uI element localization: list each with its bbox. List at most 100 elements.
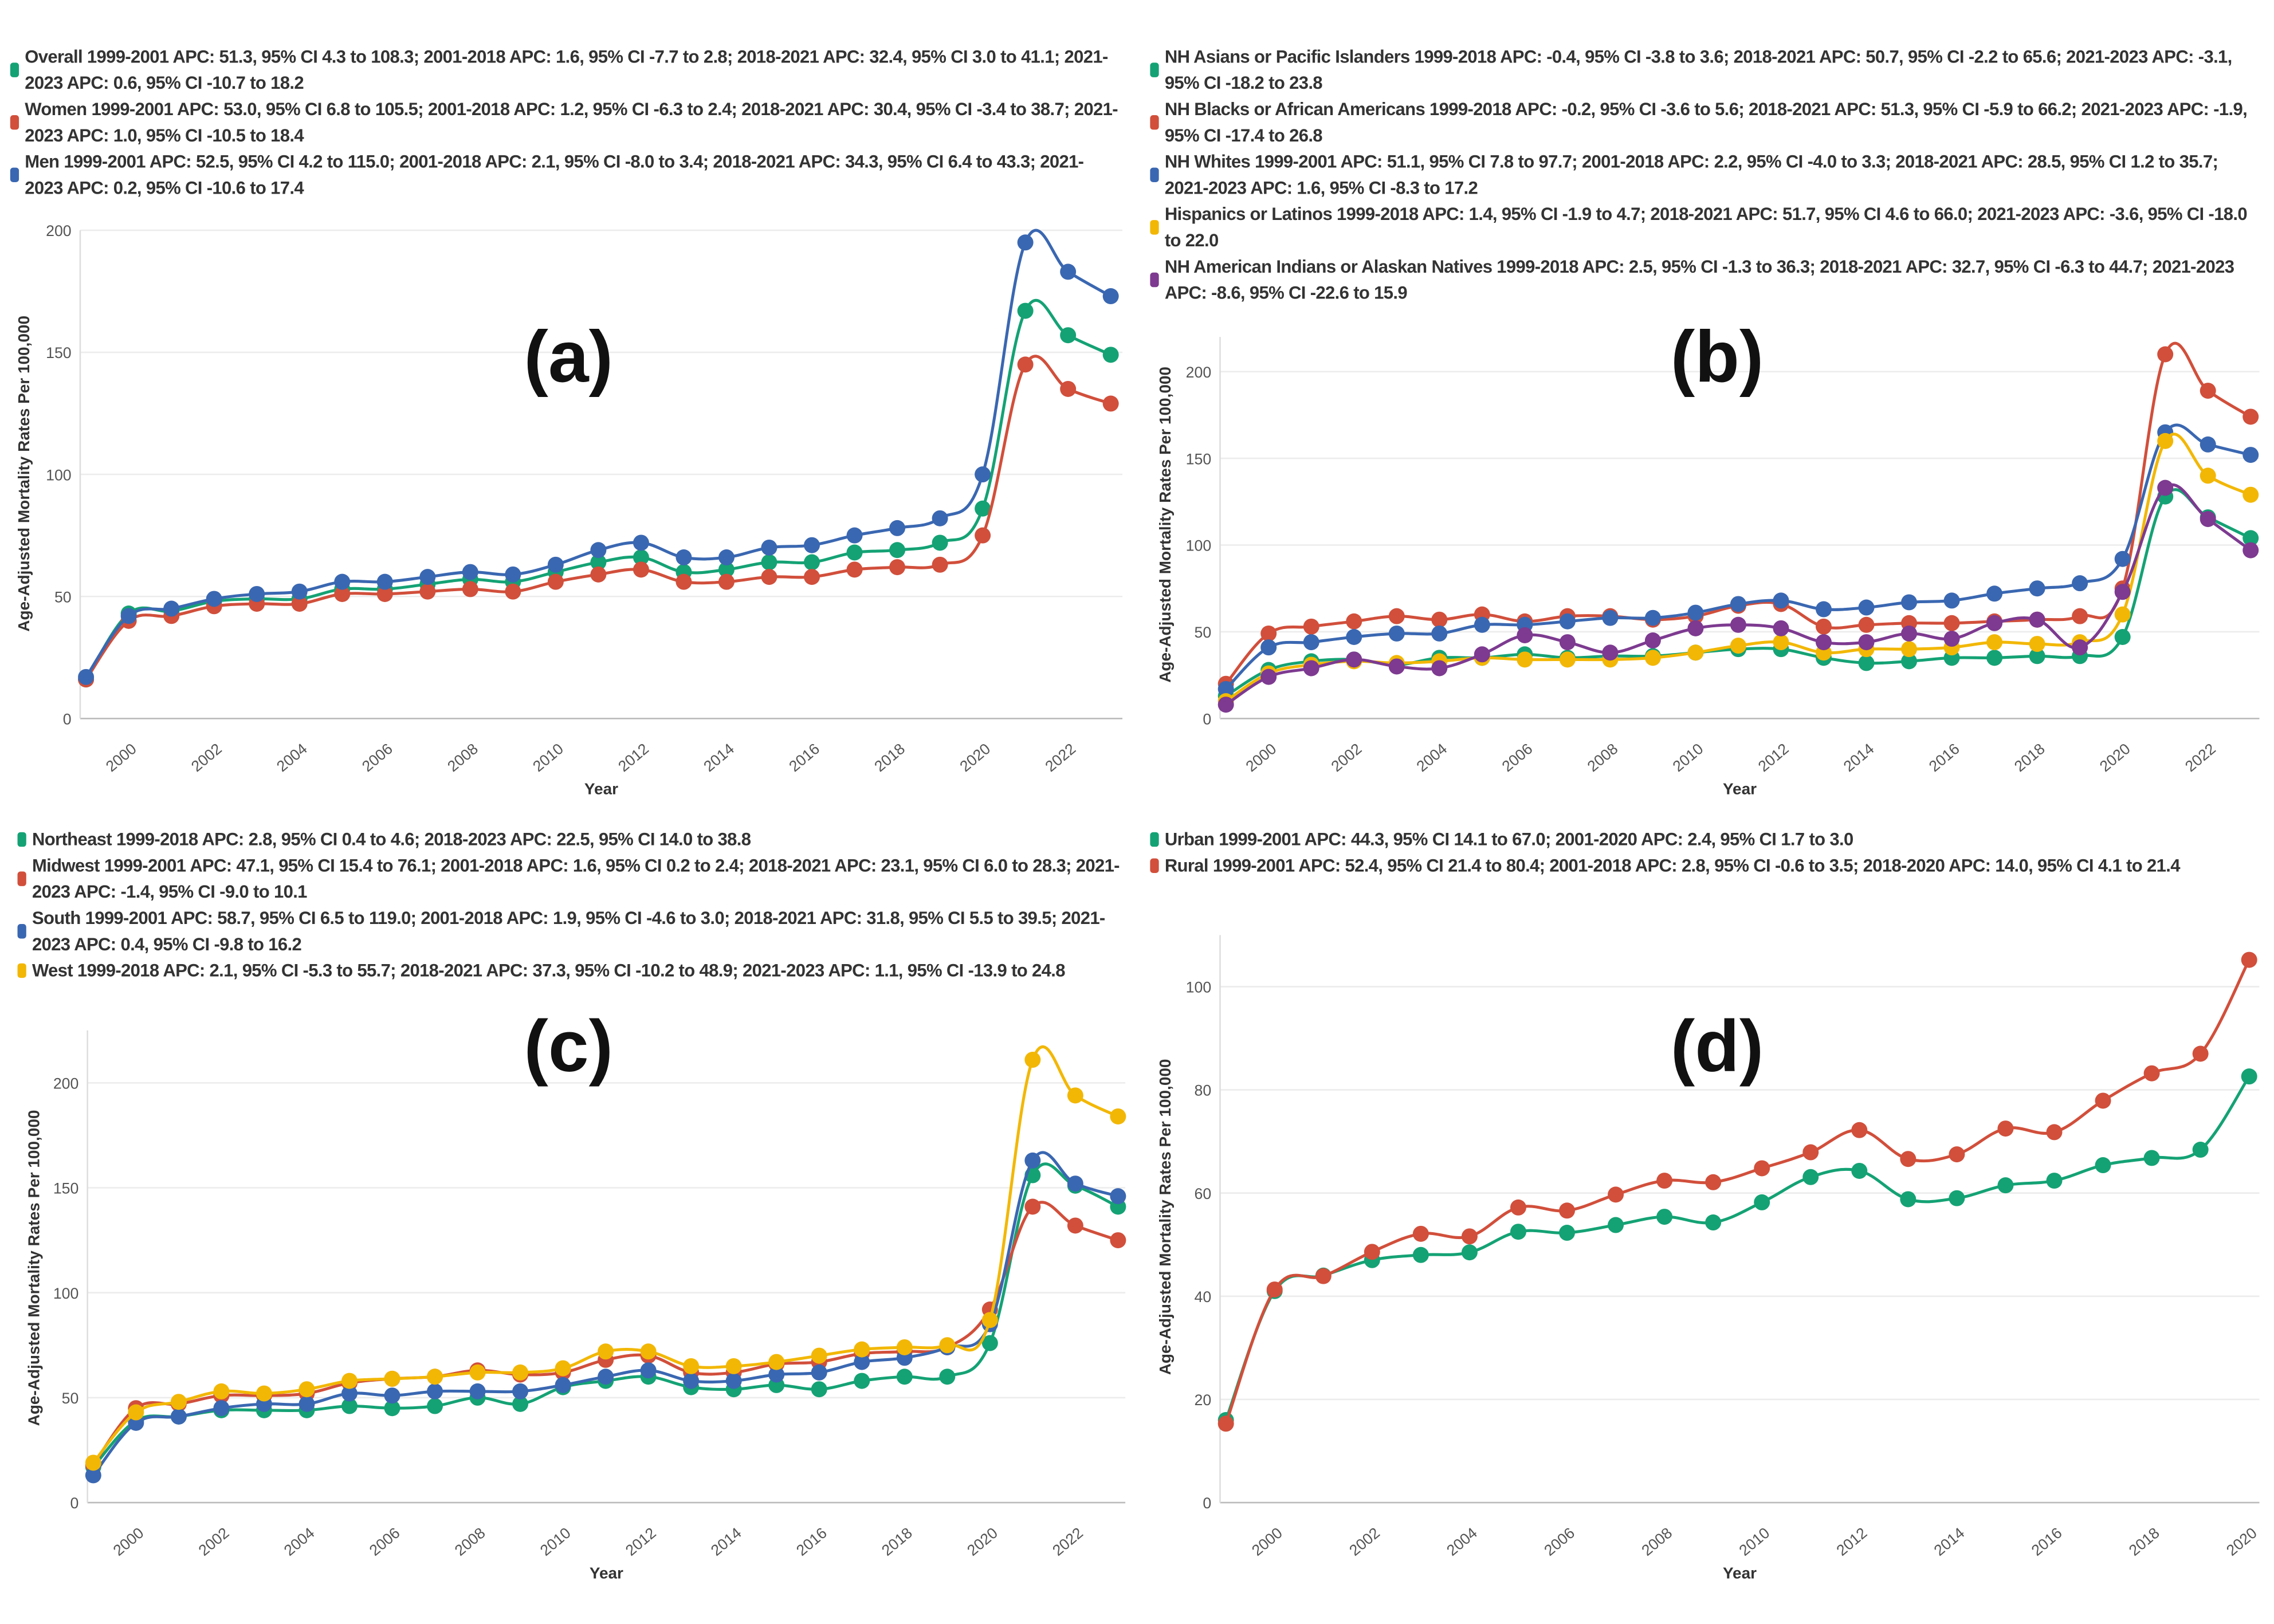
y-tick-label: 50 <box>54 588 72 605</box>
data-point <box>1260 639 1277 656</box>
data-point <box>633 549 649 566</box>
data-point <box>718 549 735 566</box>
data-point <box>341 1398 358 1414</box>
data-point <box>1474 616 1490 633</box>
data-point <box>675 573 692 590</box>
x-tick-label: 2014 <box>1840 740 1878 775</box>
data-point <box>811 1364 827 1381</box>
data-point <box>1705 1174 1722 1190</box>
series-line <box>92 1045 1119 1464</box>
legend-swatch <box>1150 272 1159 288</box>
data-point <box>2046 1124 2063 1141</box>
data-point <box>846 544 863 561</box>
data-point <box>120 608 137 624</box>
data-point <box>469 1383 486 1399</box>
legend-c: Northeast 1999-2018 APC: 2.8, 95% CI 0.4… <box>17 827 1126 984</box>
data-point <box>376 573 393 590</box>
data-point <box>1559 613 1576 630</box>
data-point <box>1102 288 1119 305</box>
data-point <box>2192 1045 2209 1062</box>
data-point <box>1773 634 1789 651</box>
legend-text: Northeast 1999-2018 APC: 2.8, 95% CI 0.4… <box>32 829 751 850</box>
x-tick-label: 2008 <box>1584 740 1621 775</box>
data-point <box>85 1454 101 1471</box>
data-point <box>939 1337 956 1354</box>
y-tick-label: 50 <box>1195 624 1212 641</box>
data-point <box>1266 1281 1283 1298</box>
legend-item: Women 1999-2001 APC: 53.0, 95% CI 6.8 to… <box>10 96 1118 149</box>
legend-text: NH American Indians or Alaskan Natives 1… <box>1164 256 2234 304</box>
y-tick-label: 200 <box>53 1075 79 1092</box>
legend-text: Rural 1999-2001 APC: 52.4, 95% CI 21.4 t… <box>1164 855 2181 876</box>
series-line <box>1225 432 2252 703</box>
data-point <box>1474 646 1490 663</box>
data-point <box>725 1373 742 1389</box>
panel-c: 0 50 100 150 200 2000 2002 2004 2006 2008 2010 2012… <box>25 1005 1126 1582</box>
x-tick-label: 2016 <box>1926 740 1963 775</box>
data-point <box>718 573 735 590</box>
legend-item: Rural 1999-2001 APC: 52.4, 95% CI 21.4 t… <box>1150 852 2258 879</box>
x-tick-label: 2022 <box>1049 1524 1086 1559</box>
y-tick-label: 150 <box>1186 450 1212 467</box>
x-tick-label: 2004 <box>281 1524 318 1559</box>
data-point <box>1949 1146 1965 1163</box>
x-tick-label: 2006 <box>366 1524 403 1559</box>
data-point <box>1388 625 1405 642</box>
data-point <box>1901 594 1918 611</box>
y-tick-label: 200 <box>1186 364 1212 381</box>
data-point <box>633 534 649 551</box>
data-point <box>640 1343 657 1360</box>
data-point <box>2029 611 2045 628</box>
x-tick-label: 2002 <box>195 1524 233 1559</box>
x-tick-label: 2020 <box>964 1524 1001 1559</box>
data-point <box>85 1467 101 1484</box>
data-point <box>1510 1199 1526 1216</box>
data-point <box>1060 327 1077 344</box>
data-point <box>505 583 521 600</box>
legend-swatch <box>17 871 26 886</box>
data-point <box>547 573 564 590</box>
x-tick-label: 2012 <box>622 1524 659 1559</box>
data-point <box>1346 613 1362 630</box>
data-point <box>128 1404 144 1421</box>
data-point <box>1017 302 1034 319</box>
data-point <box>1431 660 1448 677</box>
x-tick-label: 2008 <box>451 1524 489 1559</box>
data-point <box>1901 641 1918 658</box>
data-point <box>1602 610 1619 626</box>
x-tick-label: 2018 <box>2011 740 2048 775</box>
x-tick-label: 2018 <box>2126 1524 2163 1559</box>
panel-label: (a) <box>524 316 613 398</box>
series-line <box>92 1162 1119 1468</box>
x-tick-label: 2002 <box>1328 740 1365 775</box>
data-point <box>768 1366 785 1383</box>
series-nh-american-indians-or-alaskan-natives <box>1217 479 2259 713</box>
legend-item: Urban 1999-2001 APC: 44.3, 95% CI 14.1 t… <box>1150 827 2258 853</box>
data-point <box>683 1373 700 1389</box>
data-point <box>1644 632 1661 649</box>
legend-item: Midwest 1999-2001 APC: 47.1, 95% CI 15.4… <box>17 852 1126 905</box>
legend-text: Urban 1999-2001 APC: 44.3, 95% CI 14.1 t… <box>1164 829 1853 850</box>
panel-label: (d) <box>1671 1005 1764 1087</box>
series-rural <box>1217 951 2257 1432</box>
data-point <box>1943 592 1960 609</box>
legend-text: NH Whites 1999-2001 APC: 51.1, 95% CI 7.… <box>1164 151 2218 199</box>
x-tick-label: 2006 <box>359 740 396 775</box>
data-point <box>1102 347 1119 363</box>
data-point <box>1858 634 1875 651</box>
data-point <box>1997 1120 2014 1137</box>
y-tick-label: 20 <box>1195 1391 1212 1409</box>
data-point <box>590 566 607 583</box>
data-point <box>939 1369 956 1385</box>
y-tick-label: 0 <box>1203 1495 1211 1512</box>
y-tick-label: 40 <box>1195 1288 1212 1306</box>
legend-text: Men 1999-2001 APC: 52.5, 95% CI 4.2 to 1… <box>25 151 1084 199</box>
data-point <box>1217 697 1234 713</box>
data-point <box>2242 408 2259 425</box>
data-point <box>334 573 351 590</box>
data-point <box>1802 1144 1819 1161</box>
data-point <box>2143 1065 2160 1082</box>
series-urban <box>1217 1068 2257 1428</box>
data-point <box>427 1369 443 1385</box>
data-point <box>1067 1175 1083 1192</box>
